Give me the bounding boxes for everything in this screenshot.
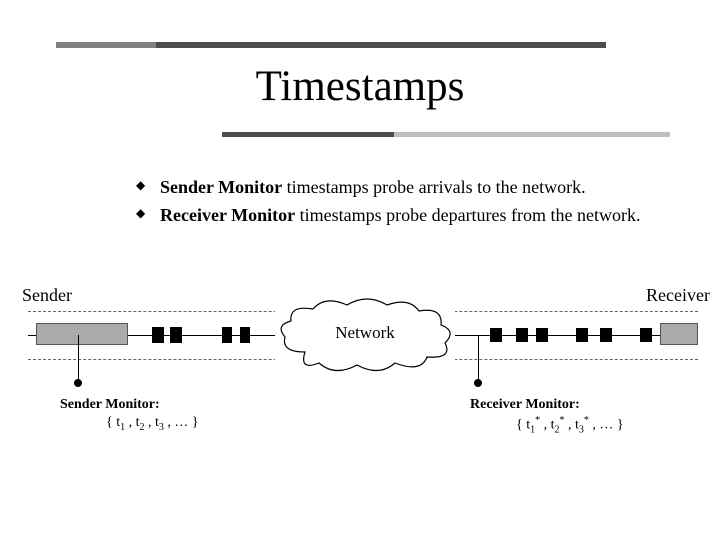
packet [660,323,698,345]
receiver-timestamp-set: { t1* , t2* , t3* , … } [516,415,624,435]
network-diagram: Sender Receiver Network Sender Monitor: … [0,285,720,455]
sender-monitor-label: Sender Monitor: [60,397,160,413]
packet [170,327,182,343]
packet [640,328,652,342]
decorative-rule-top [156,42,606,48]
bullet-item: Receiver Monitor timestamps probe depart… [140,203,660,227]
packet [600,328,612,342]
bullet-list: Sender Monitor timestamps probe arrivals… [140,175,660,232]
packet [152,327,164,343]
decorative-rule-under-dark [222,132,394,137]
decorative-rule-stub [56,42,156,48]
packet [36,323,128,345]
receiver-tap-line [478,335,479,383]
packet [516,328,528,342]
sender-tap-dot [74,379,82,387]
bullet-bold: Receiver Monitor [160,205,295,225]
bullet-text: timestamps probe departures from the net… [295,205,640,225]
packet [536,328,548,342]
bullet-item: Sender Monitor timestamps probe arrivals… [140,175,660,199]
bullet-bold: Sender Monitor [160,177,282,197]
receiver-tap-dot [474,379,482,387]
page-title: Timestamps [0,62,720,111]
receiver-monitor-label: Receiver Monitor: [470,397,580,413]
bullet-text: timestamps probe arrivals to the network… [282,177,585,197]
sender-label: Sender [22,285,72,306]
packet [222,327,232,343]
receiver-label: Receiver [646,285,710,306]
sender-timestamp-set: { t1 , t2 , t3 , … } [106,415,199,433]
sender-tap-line [78,335,79,383]
network-cloud-label: Network [275,323,455,343]
packet [576,328,588,342]
packet [240,327,250,343]
packet [490,328,502,342]
